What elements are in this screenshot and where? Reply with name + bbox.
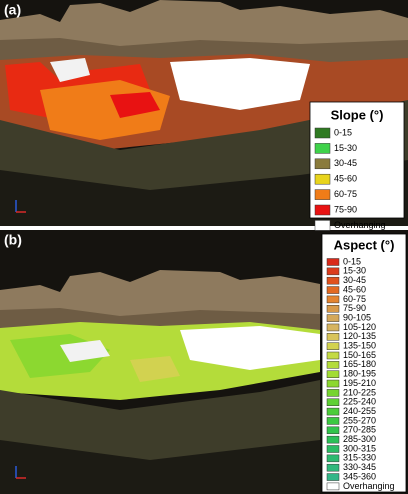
legend-label: 240-255 — [343, 406, 376, 416]
legend-label: 330-345 — [343, 462, 376, 472]
legend-label: 30-45 — [343, 275, 366, 285]
legend-title: Aspect (°) — [334, 237, 395, 252]
legend-label: 60-75 — [334, 189, 357, 199]
legend-label: 75-90 — [343, 303, 366, 313]
legend-swatch — [326, 323, 340, 332]
legend-swatch — [326, 454, 340, 463]
legend-label: Overhanging — [334, 220, 386, 230]
legend-label: 45-60 — [334, 174, 357, 184]
legend-swatch — [326, 305, 340, 313]
legend-swatch — [326, 463, 340, 472]
legend-label: 30-45 — [334, 158, 357, 168]
legend-swatch — [326, 482, 340, 491]
legend-label: 165-180 — [343, 359, 376, 369]
legend-label: 270-285 — [343, 425, 376, 435]
legend-label: 0-15 — [334, 127, 352, 137]
legend-swatch — [326, 473, 340, 481]
legend-label: 105-120 — [343, 322, 376, 332]
legend-label: 15-30 — [334, 143, 357, 153]
legend-swatch — [326, 286, 340, 294]
legend-swatch — [314, 220, 331, 231]
legend-label: 0-15 — [343, 256, 361, 266]
legend-swatch — [326, 267, 340, 276]
legend-swatch — [326, 342, 340, 350]
legend-swatch — [326, 398, 340, 406]
panel-label: (b) — [4, 232, 22, 248]
legend-label: 75-90 — [334, 204, 357, 214]
legend-swatch — [314, 143, 331, 154]
legend-label: 60-75 — [343, 294, 366, 304]
legend-swatch — [326, 426, 340, 435]
legend-swatch — [326, 314, 340, 322]
legend-swatch — [326, 370, 340, 378]
legend-swatch — [326, 333, 340, 341]
legend-swatch — [326, 389, 340, 397]
legend-swatch — [314, 204, 331, 216]
legend-swatch — [314, 189, 331, 200]
legend-swatch — [314, 158, 331, 170]
legend-label: 315-330 — [343, 453, 376, 463]
legend-swatch — [326, 258, 340, 266]
legend-label: 345-360 — [343, 471, 376, 481]
legend-swatch — [326, 445, 340, 453]
panel-label: (a) — [4, 2, 21, 18]
legend-swatch — [314, 173, 331, 185]
legend-title: Slope (°) — [331, 107, 384, 122]
legend-label: 150-165 — [343, 350, 376, 360]
legend-label: 180-195 — [343, 369, 376, 379]
legend-label: 15-30 — [343, 266, 366, 276]
legend-label: Overhanging — [343, 481, 395, 491]
legend-label: 300-315 — [343, 443, 376, 453]
legend-label: 135-150 — [343, 341, 376, 351]
legend-swatch — [314, 127, 331, 139]
legend-label: 285-300 — [343, 434, 376, 444]
legend-label: 255-270 — [343, 415, 376, 425]
legend-label: 225-240 — [343, 397, 376, 407]
legend-swatch — [326, 407, 340, 416]
scene-a: (a) — [0, 0, 408, 226]
legend-swatch — [326, 417, 340, 425]
legend-swatch — [326, 379, 340, 388]
legend-label: 210-225 — [343, 387, 376, 397]
legend-swatch — [326, 351, 340, 360]
legend-label: 195-210 — [343, 378, 376, 388]
legend-label: 120-135 — [343, 331, 376, 341]
legend-swatch — [326, 435, 340, 444]
legend-label: 45-60 — [343, 284, 366, 294]
legend-swatch — [326, 295, 340, 304]
legend-swatch — [326, 361, 340, 369]
legend-swatch — [326, 276, 340, 285]
legend-label: 90-105 — [343, 312, 371, 322]
